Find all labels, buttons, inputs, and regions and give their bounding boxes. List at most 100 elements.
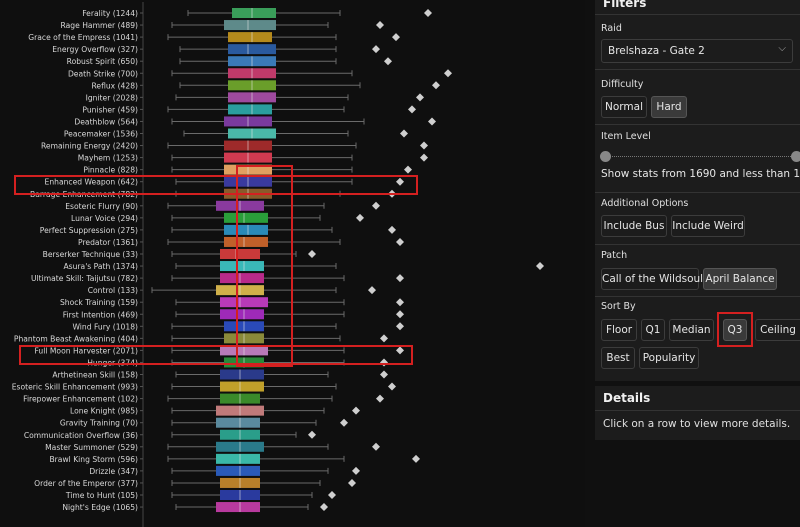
outlier-point — [372, 45, 380, 54]
outlier-point — [420, 141, 428, 150]
outlier-point — [380, 370, 388, 379]
row-label: Hunger (374) — [87, 358, 138, 367]
outlier-point — [368, 286, 376, 295]
row-label: First Intention (469) — [63, 310, 138, 319]
iqr-box — [228, 32, 272, 43]
sort-best-button[interactable]: Best — [601, 347, 635, 369]
difficulty-label: Difficulty — [601, 79, 644, 90]
outlier-point — [392, 33, 400, 42]
row-label: Deathblow (564) — [74, 117, 138, 126]
iqr-box — [232, 8, 276, 18]
row-label: Ferality (1244) — [82, 9, 138, 18]
iqr-box — [224, 212, 268, 223]
details-title: Details — [603, 391, 651, 405]
iqr-box — [224, 20, 276, 31]
row-label: Mayhem (1253) — [78, 154, 138, 163]
row-label: Energy Overflow (327) — [52, 45, 138, 54]
row-label: Esoteric Skill Enhancement (993) — [12, 383, 138, 392]
sort-q1-button[interactable]: Q1 — [641, 319, 665, 341]
highlight-enhanced-weapon — [14, 175, 418, 195]
patch-call-of-the-wildsoul-button[interactable]: Call of the Wildsoul — [601, 268, 703, 290]
filters-divider — [595, 14, 800, 15]
row-label: Night's Edge (1065) — [62, 503, 138, 512]
outlier-point — [400, 129, 408, 138]
outlier-point — [372, 442, 380, 451]
boxplot-chart-area: Ferality (1244) Rage Hammer (489) Grace of… — [11, 2, 544, 527]
outlier-point — [320, 503, 328, 512]
sort-by-label: Sort By — [601, 301, 636, 312]
sort-ceiling-button[interactable]: Ceiling — [755, 319, 800, 341]
row-label: Master Summoner (529) — [45, 443, 138, 452]
row-label: Punisher (459) — [82, 105, 138, 114]
difficulty-hard-button[interactable]: Hard — [651, 96, 687, 118]
outlier-point — [356, 213, 364, 222]
iqr-box — [228, 104, 272, 115]
iqr-box — [216, 417, 260, 428]
sort-q3-highlight — [717, 312, 753, 347]
item-level-min-handle[interactable] — [600, 151, 611, 162]
row-label: Igniter (2028) — [86, 93, 138, 102]
sort-floor-button[interactable]: Floor — [601, 319, 637, 341]
iqr-box — [220, 309, 264, 320]
row-label: Predator (1361) — [78, 238, 138, 247]
raid-select-value: Brelshaza - Gate 2 — [608, 45, 705, 57]
sort-median-button[interactable]: Median — [669, 319, 714, 341]
row-label: Reflux (428) — [91, 81, 138, 90]
additional-options-label: Additional Options — [601, 198, 689, 209]
iqr-box — [220, 369, 264, 380]
additional-divider — [595, 244, 800, 245]
outlier-point — [388, 225, 396, 234]
outlier-point — [328, 491, 336, 499]
outlier-point — [376, 21, 384, 30]
row-label: Rage Hammer (489) — [61, 21, 138, 30]
patch-label: Patch — [601, 250, 628, 261]
row-label: Arthetinean Skill (158) — [52, 371, 138, 380]
outlier-point — [404, 165, 412, 174]
item-level-max-handle[interactable] — [791, 151, 800, 162]
item-level-label: Item Level — [601, 131, 651, 142]
row-label: Esoteric Flurry (90) — [65, 202, 138, 211]
difficulty-divider — [595, 124, 800, 125]
include-weird-button[interactable]: Include Weird — [671, 215, 745, 237]
row-label: Gravity Training (70) — [60, 419, 138, 428]
outlier-point — [396, 322, 404, 331]
row-label: Pinnacle (828) — [83, 166, 138, 175]
details-text: Click on a row to view more details. — [603, 418, 791, 430]
row-label: Robust Spirit (650) — [67, 57, 138, 66]
item-level-slider[interactable] — [600, 150, 800, 164]
outlier-point — [424, 9, 432, 17]
outlier-point — [384, 57, 392, 66]
item-level-divider — [595, 192, 800, 193]
row-label: Grace of the Empress (1041) — [28, 33, 138, 42]
outlier-point — [536, 262, 544, 271]
side-panel: Filters Raid Brelshaza - Gate 2 ⌵ Diffic… — [595, 0, 800, 527]
row-label: Order of the Emperor (377) — [34, 479, 138, 488]
row-label: Asura's Path (1374) — [63, 262, 138, 271]
iqr-box — [224, 224, 268, 235]
outlier-point — [396, 310, 404, 319]
row-label: Wind Fury (1018) — [72, 322, 138, 331]
iqr-box — [220, 261, 264, 272]
difficulty-normal-button[interactable]: Normal — [601, 96, 647, 118]
row-label: Firepower Enhancement (102) — [23, 395, 138, 404]
outlier-point — [348, 478, 356, 487]
row-label: Brawl King Storm (596) — [49, 455, 138, 464]
patch-april-balance-button[interactable]: April Balance — [703, 268, 777, 290]
outlier-point — [376, 394, 384, 403]
sort-q3-button[interactable]: Q3 — [723, 319, 747, 341]
highlight-full-moon-harvester — [19, 345, 413, 365]
row-label: Control (133) — [88, 286, 138, 295]
row-label: Communication Overflow (36) — [24, 431, 138, 440]
include-bus-button[interactable]: Include Bus — [601, 215, 667, 237]
outlier-point — [396, 177, 404, 186]
row-label: Lone Knight (985) — [70, 407, 138, 416]
iqr-box — [224, 236, 268, 247]
sort-popularity-button[interactable]: Popularity — [639, 347, 699, 369]
outlier-point — [352, 406, 360, 415]
outlier-point — [396, 346, 404, 355]
raid-select[interactable]: Brelshaza - Gate 2 ⌵ — [601, 39, 793, 63]
row-label: Berserker Technique (33) — [43, 250, 138, 259]
iqr-box — [220, 249, 260, 259]
row-label: Lunar Voice (294) — [71, 214, 138, 223]
filters-card: Filters Raid Brelshaza - Gate 2 ⌵ Diffic… — [595, 0, 800, 381]
